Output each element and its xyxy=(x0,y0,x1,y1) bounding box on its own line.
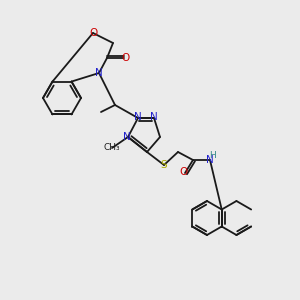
Text: O: O xyxy=(122,53,130,63)
Text: N: N xyxy=(150,112,158,122)
Text: N: N xyxy=(206,155,214,165)
Text: S: S xyxy=(161,160,167,170)
Text: N: N xyxy=(95,68,103,78)
Text: O: O xyxy=(179,167,187,177)
Text: O: O xyxy=(89,28,97,38)
Text: N: N xyxy=(123,132,131,142)
Text: N: N xyxy=(134,112,142,122)
Text: CH₃: CH₃ xyxy=(104,143,120,152)
Text: H: H xyxy=(210,151,216,160)
